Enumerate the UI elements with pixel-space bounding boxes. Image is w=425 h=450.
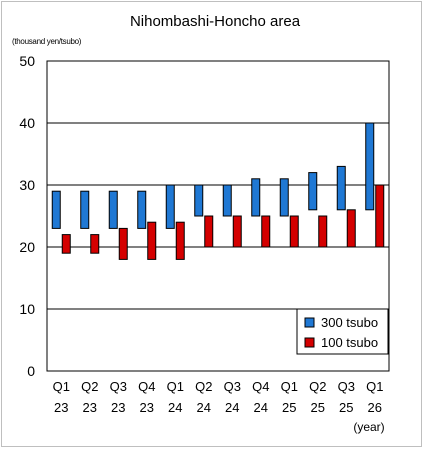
x-tick-quarter: Q2 xyxy=(309,379,326,394)
y-axis-ticks: 0 10 20 30 40 50 xyxy=(19,53,35,379)
legend-label: 100 tsubo xyxy=(321,335,378,350)
bars xyxy=(51,122,385,260)
range-bar-series-2 xyxy=(232,215,242,248)
x-tick-quarter: Q4 xyxy=(252,379,269,394)
range-bar-series-1 xyxy=(165,184,175,229)
x-tick-year: 24 xyxy=(254,400,268,415)
x-axis-unit-label: (year) xyxy=(353,420,384,434)
range-bar-series-1 xyxy=(80,190,90,229)
plot-area xyxy=(46,60,390,372)
x-tick-quarter: Q1 xyxy=(167,379,184,394)
range-bar-series-1 xyxy=(194,184,204,217)
range-bar-series-1 xyxy=(222,184,232,217)
x-tick-year: 23 xyxy=(83,400,97,415)
y-tick-label: 20 xyxy=(19,239,35,255)
y-tick-label: 40 xyxy=(19,115,35,131)
legend-label: 300 tsubo xyxy=(321,315,378,330)
legend-swatch xyxy=(304,317,315,328)
range-bar-series-2 xyxy=(261,215,271,248)
x-axis-ticks: Q1 23 Q2 23 Q3 23 Q4 23 Q1 24 Q2 24 Q3 24 Q4 24 Q1 25 Q2 25… xyxy=(53,379,384,415)
range-bar-series-1 xyxy=(251,178,261,217)
legend-box xyxy=(296,308,389,355)
legend: 300 tsubo 100 tsubo xyxy=(296,308,389,355)
x-tick-quarter: Q2 xyxy=(195,379,212,394)
x-tick-year: 24 xyxy=(168,400,182,415)
y-tick-label: 10 xyxy=(19,301,35,317)
x-tick-quarter: Q3 xyxy=(224,379,241,394)
x-tick-year: 23 xyxy=(140,400,154,415)
x-tick-quarter: Q2 xyxy=(81,379,98,394)
legend-swatch xyxy=(304,337,315,348)
y-tick-label: 0 xyxy=(27,363,35,379)
x-tick-year: 25 xyxy=(339,400,353,415)
x-tick-quarter: Q3 xyxy=(338,379,355,394)
x-tick-quarter: Q4 xyxy=(138,379,155,394)
range-bar-series-2 xyxy=(289,215,299,248)
chart-title: Nihombashi-Honcho area xyxy=(130,13,301,30)
range-bar-series-1 xyxy=(365,122,375,211)
range-bar-series-2 xyxy=(147,221,157,260)
x-tick-quarter: Q1 xyxy=(53,379,70,394)
range-bar-series-1 xyxy=(51,190,61,229)
x-tick-year: 26 xyxy=(368,400,382,415)
y-tick-label: 50 xyxy=(19,53,35,69)
x-tick-year: 23 xyxy=(54,400,68,415)
range-bar-series-2 xyxy=(375,184,385,248)
range-bar-series-2 xyxy=(204,215,214,248)
gridlines xyxy=(47,122,389,310)
y-axis-unit-label: (thousand yen/tsubo) xyxy=(12,37,82,46)
x-tick-year: 25 xyxy=(282,400,296,415)
x-tick-quarter: Q1 xyxy=(281,379,298,394)
range-bar-series-1 xyxy=(336,165,346,211)
x-tick-quarter: Q1 xyxy=(366,379,383,394)
x-tick-year: 25 xyxy=(311,400,325,415)
x-tick-year: 24 xyxy=(225,400,239,415)
range-bar-series-2 xyxy=(90,234,100,254)
range-bar-series-1 xyxy=(308,172,318,211)
range-bar-series-1 xyxy=(279,178,289,217)
range-bar-series-2 xyxy=(346,209,356,248)
x-tick-year: 24 xyxy=(197,400,211,415)
x-tick-year: 23 xyxy=(111,400,125,415)
y-tick-label: 30 xyxy=(19,177,35,193)
range-bar-series-1 xyxy=(108,190,118,229)
range-bar-series-2 xyxy=(118,227,128,260)
range-bar-series-1 xyxy=(137,190,147,229)
range-bar-series-2 xyxy=(318,215,328,248)
x-tick-quarter: Q3 xyxy=(110,379,127,394)
range-bar-series-2 xyxy=(175,221,185,260)
range-bar-series-2 xyxy=(61,234,71,254)
